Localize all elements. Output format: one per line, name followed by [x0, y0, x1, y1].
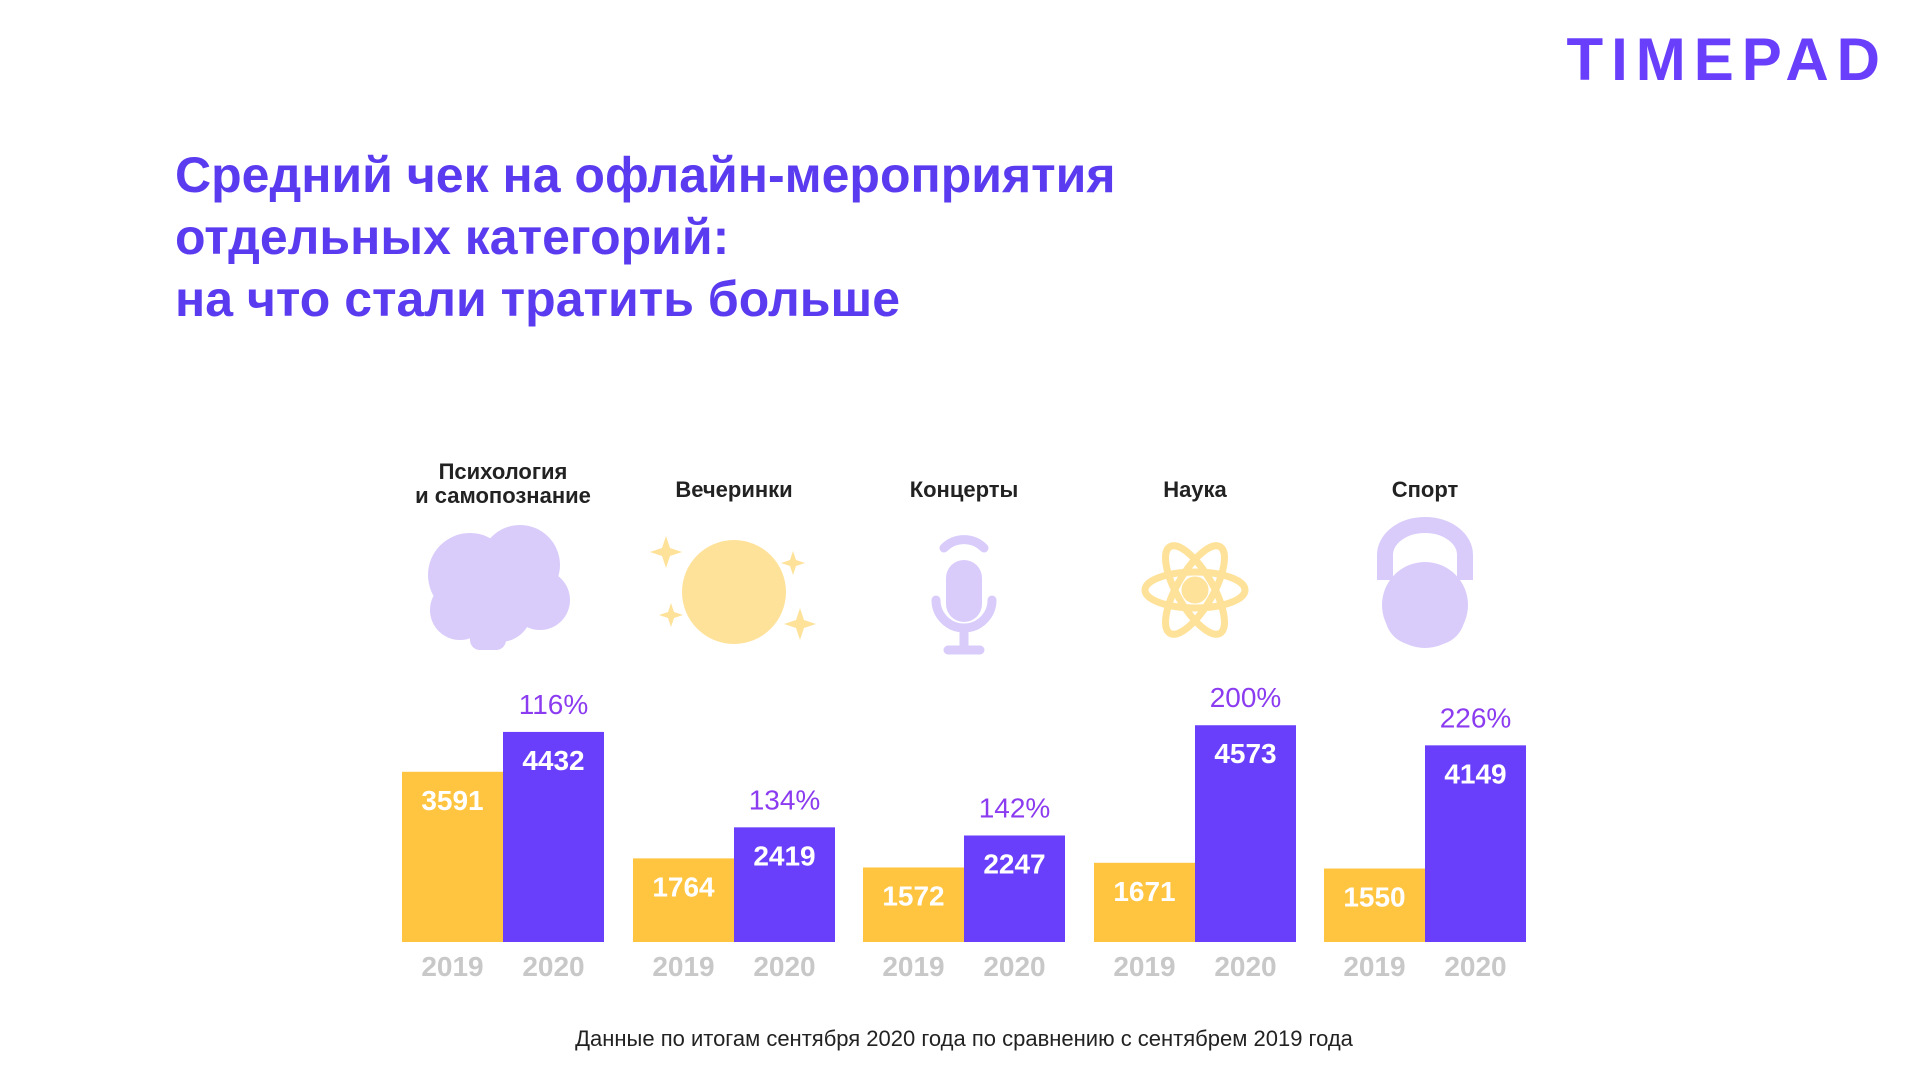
value-label: 1550 [1343, 882, 1405, 913]
category-label: Концерты [909, 477, 1019, 502]
category-label: Наука [1163, 477, 1227, 502]
value-label: 4149 [1444, 758, 1506, 789]
series-label: 2019 [882, 951, 944, 982]
bar [503, 731, 604, 942]
series-label: 2019 [652, 951, 714, 982]
growth-label: 200% [1210, 682, 1282, 713]
value-label: 4573 [1214, 738, 1276, 769]
atom-icon [1141, 542, 1249, 638]
chart-title: на что стали тратить больше [175, 271, 900, 327]
category-label: Вечеринки [675, 477, 793, 502]
bar [1425, 745, 1526, 942]
value-label: 1764 [652, 871, 715, 902]
kettlebell-icon [1377, 517, 1473, 648]
growth-label: 116% [519, 689, 589, 720]
series-label: 2019 [421, 951, 483, 982]
logo: TIMEPAD [1566, 26, 1888, 93]
series-label: 2020 [1444, 951, 1506, 982]
series-label: 2020 [1214, 951, 1276, 982]
chart-title: отдельных категорий: [175, 209, 729, 265]
bar [633, 858, 734, 942]
brain-icon [428, 525, 570, 650]
disco-icon [650, 536, 816, 644]
series-label: 2020 [522, 951, 584, 982]
series-label: 2020 [753, 951, 815, 982]
bar [1195, 725, 1296, 942]
bar [1324, 868, 1425, 942]
chart-title: Средний чек на офлайн-мероприятия [175, 147, 1116, 203]
bar [1094, 862, 1195, 942]
value-label: 1572 [882, 880, 944, 911]
category-label: Психология и самопознание [415, 459, 591, 508]
mic-icon [931, 535, 997, 655]
series-label: 2019 [1113, 951, 1175, 982]
value-label: 2247 [983, 848, 1045, 879]
bar [402, 771, 503, 942]
growth-label: 134% [749, 784, 821, 815]
growth-label: 226% [1440, 702, 1512, 733]
value-label: 3591 [421, 785, 483, 816]
growth-label: 142% [979, 792, 1051, 823]
bar [863, 867, 964, 942]
value-label: 2419 [753, 840, 815, 871]
footnote: Данные по итогам сентября 2020 года по с… [575, 1026, 1354, 1051]
value-label: 4432 [522, 745, 584, 776]
series-label: 2019 [1343, 951, 1405, 982]
category-label: Спорт [1391, 477, 1459, 502]
bar [964, 835, 1065, 942]
value-label: 1671 [1113, 876, 1175, 907]
series-label: 2020 [983, 951, 1045, 982]
bar [734, 827, 835, 942]
